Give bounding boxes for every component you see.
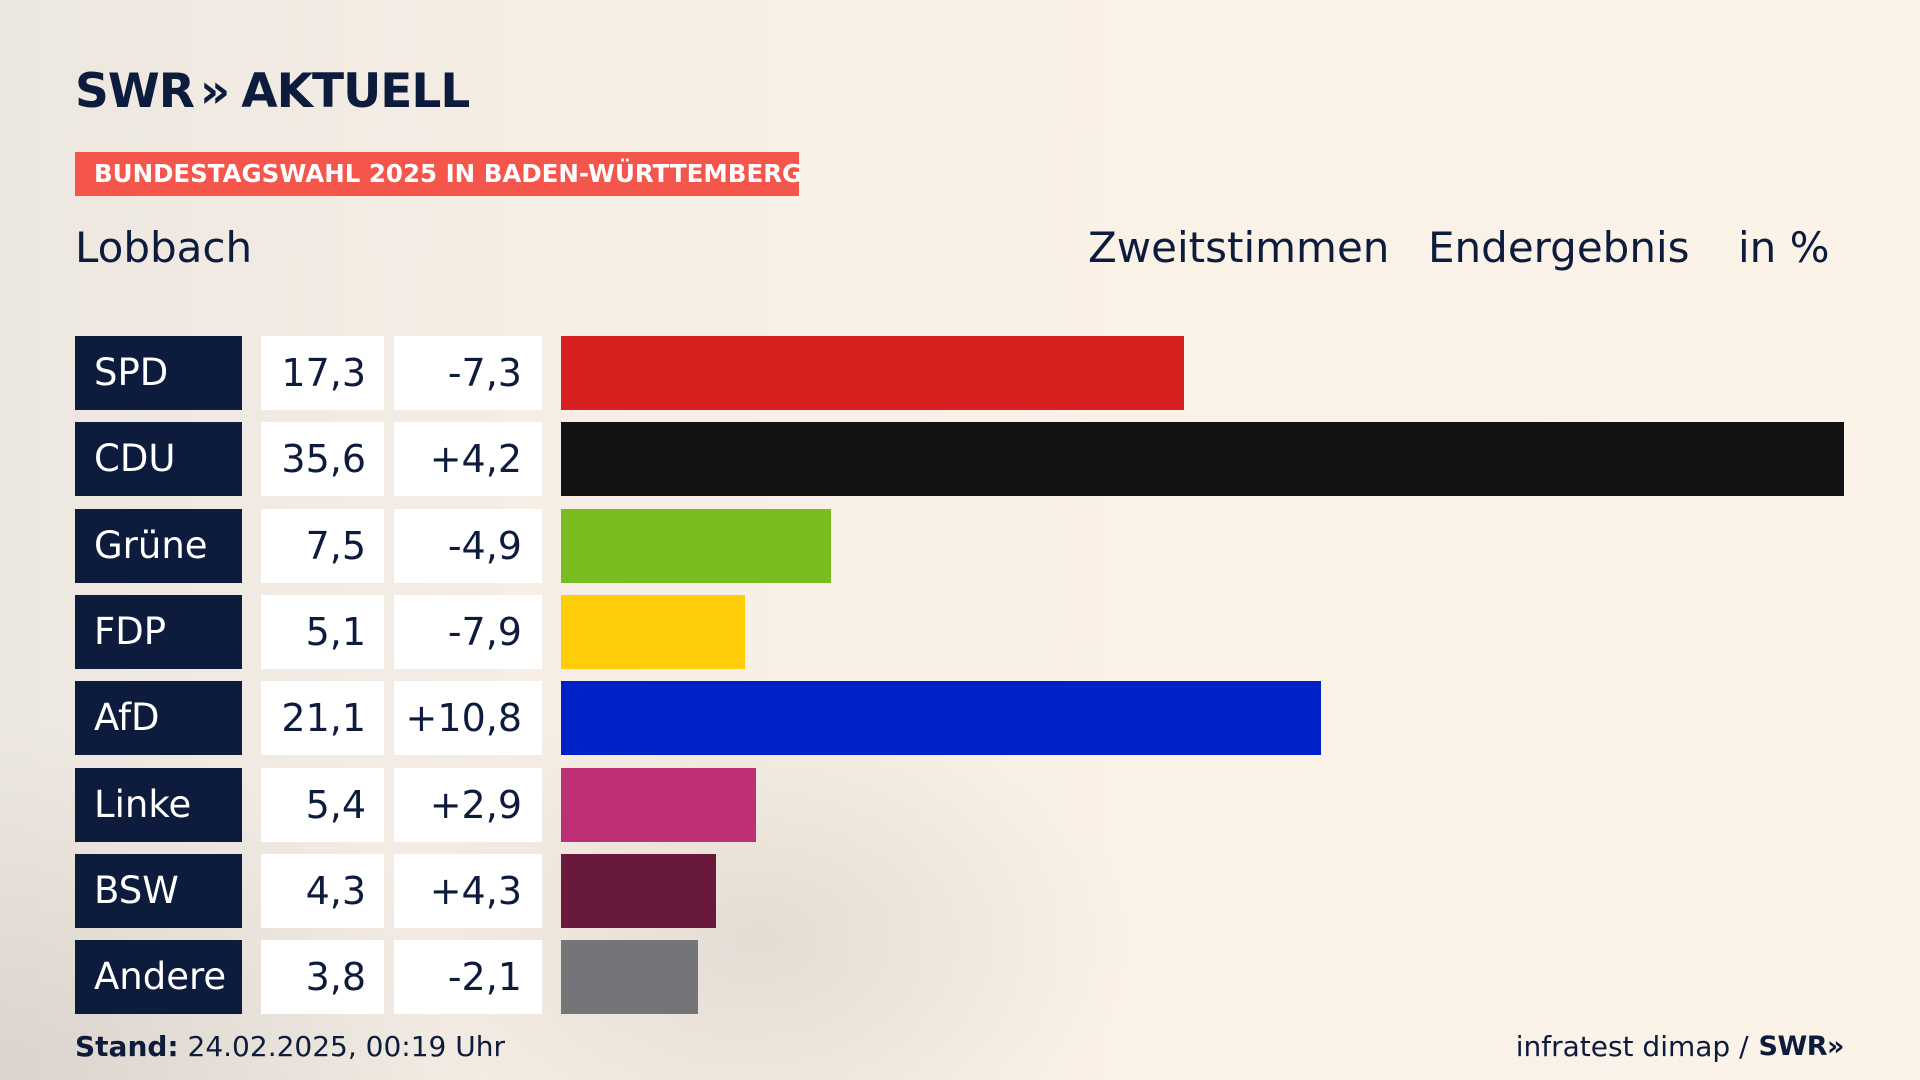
source-text: infratest dimap /: [1515, 1030, 1749, 1063]
party-label: FDP: [75, 595, 242, 669]
result-bar: [561, 509, 832, 583]
change-label: +4,2: [394, 422, 542, 496]
party-label: BSW: [75, 854, 242, 928]
change-label: -7,9: [394, 595, 542, 669]
election-kicker: BUNDESTAGSWAHL 2025 IN BADEN-WÜRTTEMBERG: [75, 152, 802, 196]
vote-share-label: 7,5: [261, 509, 384, 583]
change-label: +2,9: [394, 768, 542, 842]
party-label: Grüne: [75, 509, 242, 583]
swr-aktuell-logo: SWR » AKTUELL: [75, 63, 470, 119]
vote-share-label: 21,1: [261, 681, 384, 755]
result-row: AfD 21,1 +10,8: [0, 681, 1920, 755]
vote-share-label: 4,3: [261, 854, 384, 928]
change-label: -7,3: [394, 336, 542, 410]
result-row: FDP 5,1 -7,9: [0, 595, 1920, 669]
party-label: Linke: [75, 768, 242, 842]
change-label: +4,3: [394, 854, 542, 928]
source-swr-logo: SWR»: [1758, 1031, 1845, 1062]
vote-share-label: 5,4: [261, 768, 384, 842]
result-bar: [561, 854, 716, 928]
vote-share-label: 17,3: [261, 336, 384, 410]
party-label: SPD: [75, 336, 242, 410]
result-row: Grüne 7,5 -4,9: [0, 509, 1920, 583]
result-row: Linke 5,4 +2,9: [0, 768, 1920, 842]
result-row: Andere 3,8 -2,1: [0, 940, 1920, 1014]
result-bar: [561, 940, 698, 1014]
result-row: SPD 17,3 -7,3: [0, 336, 1920, 410]
header-unit: in %: [1738, 223, 1830, 272]
result-bar: [561, 595, 745, 669]
change-label: -4,9: [394, 509, 542, 583]
vote-share-label: 35,6: [261, 422, 384, 496]
header-status: Endergebnis: [1428, 223, 1690, 272]
header-vote-type: Zweitstimmen: [1088, 223, 1390, 272]
party-label: AfD: [75, 681, 242, 755]
result-bar: [561, 681, 1322, 755]
result-bar: [561, 422, 1844, 496]
result-bar: [561, 336, 1185, 410]
timestamp: Stand: 24.02.2025, 00:19 Uhr: [75, 1030, 505, 1064]
logo-swr: SWR: [75, 63, 195, 119]
logo-aktuell: AKTUELL: [241, 63, 470, 119]
chevrons-icon: »: [199, 63, 230, 119]
change-label: -2,1: [394, 940, 542, 1014]
result-row: BSW 4,3 +4,3: [0, 854, 1920, 928]
result-row: CDU 35,6 +4,2: [0, 422, 1920, 496]
stand-value: 24.02.2025, 00:19 Uhr: [187, 1030, 505, 1063]
vote-share-label: 3,8: [261, 940, 384, 1014]
change-label: +10,8: [394, 681, 542, 755]
vote-share-label: 5,1: [261, 595, 384, 669]
municipality-title: Lobbach: [75, 223, 253, 272]
stand-label: Stand:: [75, 1030, 179, 1063]
party-label: Andere: [75, 940, 242, 1014]
party-label: CDU: [75, 422, 242, 496]
result-bar: [561, 768, 756, 842]
source-credit: infratest dimap / SWR»: [1515, 1030, 1845, 1064]
